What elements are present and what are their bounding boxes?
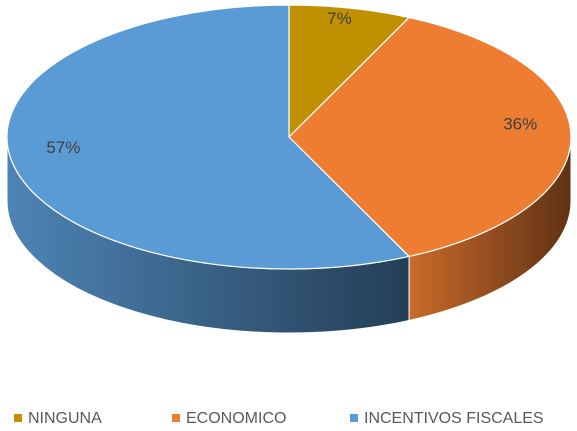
legend-text: ECONOMICO (186, 410, 286, 427)
slice (288, 16, 572, 258)
legend-text: INCENTIVOS FISCALES (364, 410, 544, 427)
slice (288, 4, 411, 139)
data-label: 36% (503, 114, 537, 133)
legend-text: NINGUNA (28, 410, 102, 427)
legend-swatch (350, 414, 358, 422)
legend-swatch (172, 414, 180, 422)
data-label: 7% (327, 9, 352, 28)
slice (6, 4, 411, 270)
data-label: 57% (46, 138, 80, 157)
legend-swatch (14, 414, 22, 422)
